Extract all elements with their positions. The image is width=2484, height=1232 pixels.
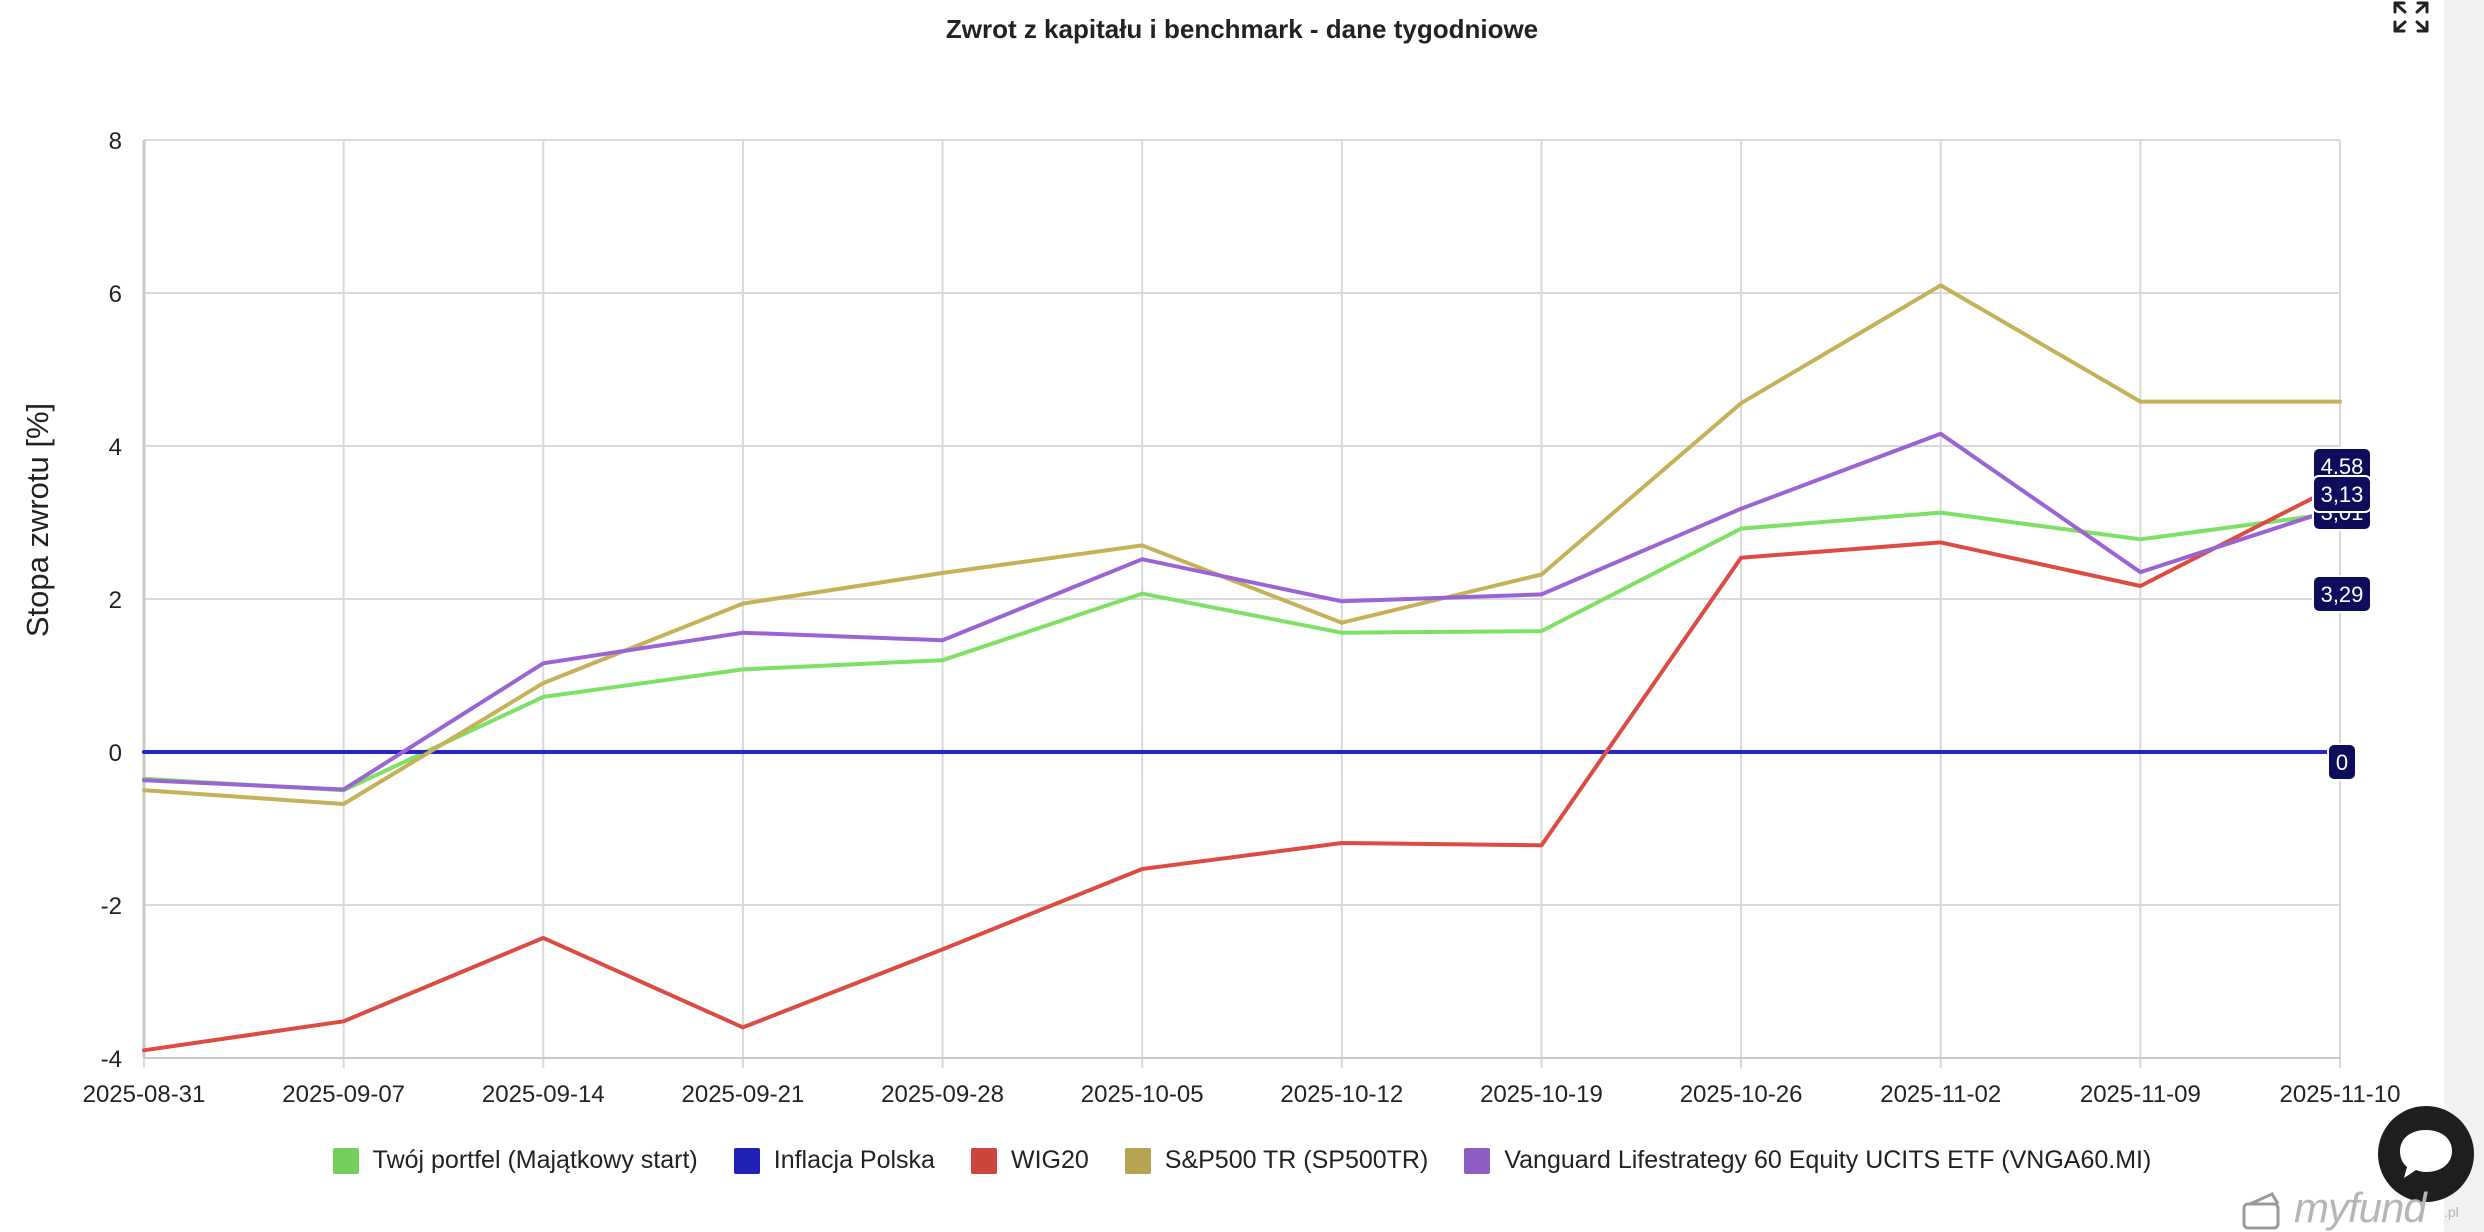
end-value-label: 3,13 — [2321, 482, 2364, 507]
end-value-label: 3,29 — [2321, 582, 2364, 607]
y-tick-label: 8 — [109, 128, 122, 155]
brand-name: myfund — [2294, 1188, 2427, 1231]
x-tick-label: 2025-09-21 — [682, 1081, 805, 1108]
chat-button[interactable] — [2378, 1106, 2474, 1202]
chart-title: Zwrot z kapitału i benchmark - dane tygo… — [945, 14, 1539, 44]
x-tick-label: 2025-11-02 — [1880, 1081, 2001, 1108]
legend-label: WIG20 — [1010, 1146, 1089, 1174]
y-tick-label: -4 — [101, 1046, 122, 1073]
series-lines — [142, 283, 2342, 1053]
x-tick-label: 2025-10-05 — [1081, 1081, 1204, 1108]
legend-item[interactable]: Vanguard Lifestrategy 60 Equity UCITS ET… — [1464, 1146, 2151, 1175]
y-axis-title: Stopa zwrotu [%] — [20, 403, 55, 637]
series-line-vanguard-lifestrategy-60-equity-ucits-etf-vnga60-mi — [142, 431, 2342, 792]
legend-item[interactable]: S&P500 TR (SP500TR) — [1124, 1146, 1429, 1175]
end-value-badge — [2312, 575, 2372, 613]
x-tick-label: 2025-09-14 — [482, 1081, 605, 1108]
y-tick-label: 4 — [109, 434, 122, 461]
x-tick-label: 2025-11-09 — [2080, 1081, 2201, 1108]
end-value-labels: 3,014.583,133,290 — [2312, 447, 2372, 781]
legend-item[interactable]: Twój portfel (Majątkowy start) — [332, 1146, 698, 1175]
series-line-wig20 — [142, 482, 2342, 1053]
x-tick-label: 2025-10-19 — [1480, 1081, 1603, 1108]
legend-swatch — [1124, 1147, 1151, 1174]
end-value-label: 0 — [2336, 750, 2348, 775]
series-line-tw-j-portfel-maj-tkowy-start — [142, 510, 2342, 793]
y-tick-label: 2 — [109, 587, 122, 614]
y-tick-label: 6 — [109, 281, 122, 308]
x-tick-label: 2025-09-28 — [881, 1081, 1004, 1108]
x-tick-label: 2025-10-26 — [1680, 1081, 1803, 1108]
myfund-logo: myfund .pl — [2238, 1188, 2468, 1232]
legend-label: Vanguard Lifestrategy 60 Equity UCITS ET… — [1504, 1146, 2152, 1174]
legend-swatch — [733, 1147, 760, 1174]
fullscreen-icon[interactable] — [2392, 0, 2430, 34]
series-line-s-p500-tr-sp500tr — [142, 283, 2342, 806]
legend-label: S&P500 TR (SP500TR) — [1164, 1146, 1429, 1174]
x-tick-label: 2025-08-31 — [83, 1081, 206, 1108]
legend-label: Inflacja Polska — [773, 1146, 935, 1174]
legend-item[interactable]: WIG20 — [970, 1146, 1089, 1175]
legend-swatch — [332, 1147, 359, 1174]
x-tick-label: 2025-10-12 — [1280, 1081, 1403, 1108]
tick-labels: 8 6 4 2 0 -2 -4 2025-08-31 2025-09-07 2025-09-14 2… — [83, 128, 2401, 1108]
chart-legend: Twój portfel (Majątkowy start) Inflacja P… — [0, 1146, 2484, 1175]
legend-item[interactable]: Inflacja Polska — [733, 1146, 935, 1175]
end-value-badge — [2312, 475, 2372, 513]
x-tick-label: 2025-11-10 — [2280, 1081, 2401, 1108]
chat-bubble-icon — [2400, 1130, 2452, 1178]
legend-label: Twój portfel (Majątkowy start) — [372, 1146, 698, 1174]
grid-lines — [142, 139, 2341, 1068]
legend-swatch — [970, 1147, 997, 1174]
page-edge-strip — [2444, 0, 2484, 1232]
y-tick-label: -2 — [101, 893, 122, 920]
end-value-label: 4.58 — [2321, 454, 2364, 479]
y-tick-label: 0 — [109, 740, 122, 767]
x-tick-label: 2025-09-07 — [282, 1081, 405, 1108]
brand-suffix: .pl — [2444, 1204, 2459, 1220]
end-value-badge — [2327, 743, 2357, 781]
legend-swatch — [1464, 1147, 1491, 1174]
